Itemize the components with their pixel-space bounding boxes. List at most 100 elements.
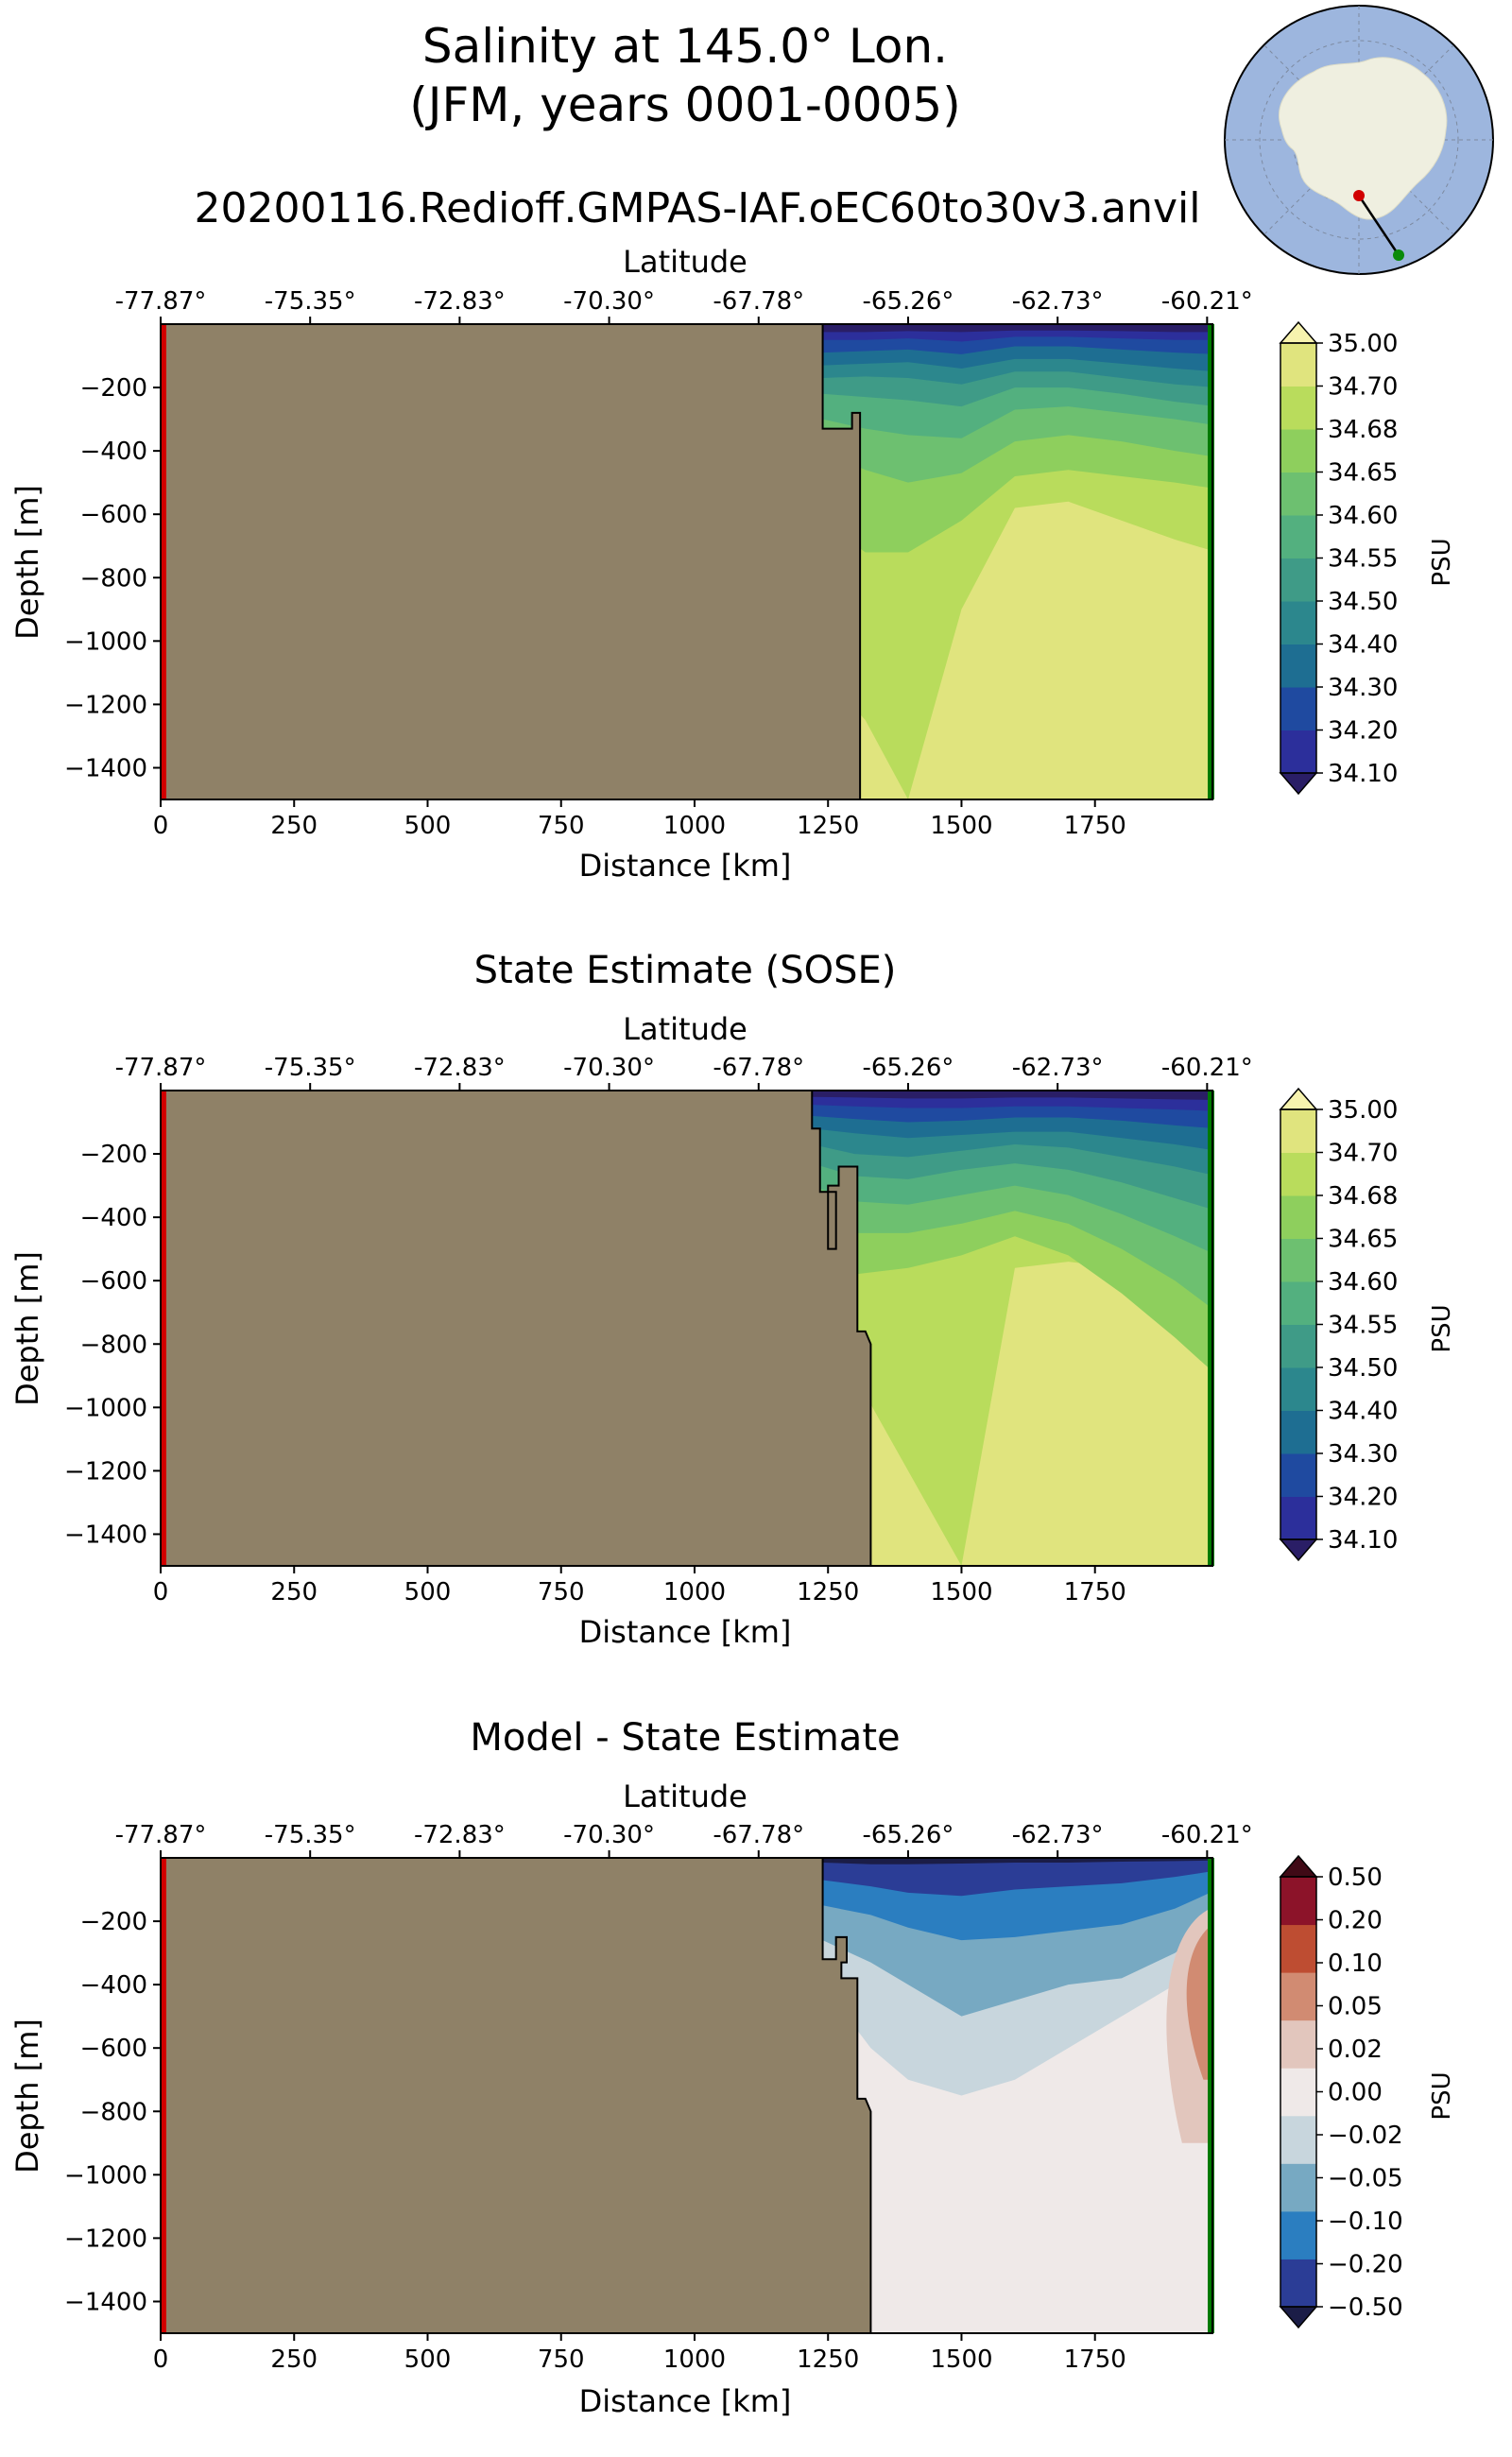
- x-tick-label: 1500: [930, 812, 992, 840]
- lat-tick-label: -75.35°: [265, 287, 356, 316]
- section-line: [1357, 195, 1400, 256]
- y-tick-label: −400: [80, 1204, 147, 1232]
- y-axis-label: Depth [m]: [9, 2019, 45, 2174]
- y-tick-label: −1000: [64, 627, 147, 656]
- colorbar-segment: [1280, 730, 1316, 774]
- lat-tick-label: -67.78°: [713, 1821, 804, 1849]
- colorbar-tick-label: 0.50: [1328, 1864, 1383, 1892]
- colorbar-tick-label: 34.30: [1328, 1440, 1398, 1469]
- x-tick-label: 250: [270, 2345, 318, 2374]
- colorbar-segment: [1280, 343, 1316, 387]
- colorbar-segment: [1280, 1195, 1316, 1239]
- lat-tick-label: -60.21°: [1161, 1054, 1253, 1082]
- colorbar-tick-label: 34.65: [1328, 1226, 1398, 1254]
- panel-sose: State Estimate (SOSE) Latitude 0 250 500 75…: [9, 949, 1456, 1650]
- x-axis-label: Distance [km]: [579, 848, 792, 884]
- plot-frame: [160, 1090, 1213, 1567]
- x-tick-label: 1750: [1064, 812, 1126, 840]
- colorbar-tick-label: 0.10: [1328, 1950, 1383, 1978]
- colorbar-segment: [1280, 1324, 1316, 1368]
- colorbar-tick-label: 34.50: [1328, 588, 1398, 616]
- x-tick-label: 500: [404, 812, 452, 840]
- figure-title-line2: (JFM, years 0001-0005): [409, 77, 960, 132]
- colorbar-tick-label: 0.20: [1328, 1907, 1383, 1935]
- x-tick-label: 1000: [663, 1578, 726, 1606]
- x-tick-label: 1250: [797, 2345, 859, 2374]
- y-tick-label: −800: [80, 2098, 147, 2126]
- x-axis-label: Distance [km]: [579, 1614, 792, 1650]
- colorbar-tick-label: 35.00: [1328, 330, 1398, 358]
- x-tick-label: 0: [153, 2345, 169, 2374]
- colorbar-tick-label: 0.02: [1328, 2036, 1383, 2064]
- colorbar-tick-label: 35.00: [1328, 1096, 1398, 1125]
- x-tick-label: 250: [270, 812, 318, 840]
- y-tick-label: −200: [80, 1141, 147, 1169]
- section-end-marker: [1393, 249, 1404, 261]
- x-tick-label: 500: [404, 2345, 452, 2374]
- y-tick-label: −400: [80, 1971, 147, 2000]
- lat-tick-label: -62.73°: [1012, 1054, 1104, 1082]
- colorbar-segment: [1280, 1410, 1316, 1454]
- colorbar-min-extension: [1279, 1538, 1318, 1562]
- lat-tick-label: -60.21°: [1161, 1821, 1253, 1849]
- lat-tick-label: -65.26°: [863, 287, 954, 316]
- colorbar: 34.10 34.20 34.30 34.40 34.50 34.55 34.60 34.65…: [1279, 320, 1398, 796]
- section-start-line: [160, 1091, 166, 1566]
- land-mask: [161, 1858, 872, 2333]
- positive-anomaly-band: [1186, 1924, 1212, 2080]
- colorbar-tick-label: 34.68: [1328, 1182, 1398, 1211]
- lat-tick-label: -67.78°: [713, 287, 804, 316]
- contour-band: [784, 1858, 1212, 1864]
- panel-title-text: Model - State Estimate: [470, 1716, 900, 1760]
- colorbar-min-extension: [1279, 2306, 1318, 2329]
- lat-tick-label: -72.83°: [414, 1054, 506, 1082]
- y-tick-label: −1000: [64, 1394, 147, 1422]
- inset-map-antarctica: [1279, 57, 1448, 220]
- contour-field: [161, 1858, 1212, 2333]
- x-tick-label: 1500: [930, 1578, 992, 1606]
- top-axis-label: Latitude: [623, 244, 747, 280]
- y-tick-label: −800: [80, 564, 147, 593]
- colorbar-label: PSU: [1428, 2071, 1456, 2120]
- y-tick-label: −400: [80, 438, 147, 466]
- colorbar-label: PSU: [1428, 538, 1456, 586]
- colorbar-tick-label: 34.50: [1328, 1354, 1398, 1383]
- x-tick-label: 1250: [797, 1578, 859, 1606]
- lat-tick-label: -70.30°: [563, 1821, 655, 1849]
- section-end-line: [1208, 1091, 1214, 1566]
- y-axis-label: Depth [m]: [9, 1251, 45, 1406]
- colorbar-tick-label: −0.02: [1328, 2122, 1403, 2150]
- panel-title-text: State Estimate (SOSE): [474, 949, 897, 992]
- colorbar-tick-label: 34.55: [1328, 545, 1398, 574]
- colorbar-segment: [1280, 386, 1316, 430]
- colorbar-segment: [1280, 1367, 1316, 1411]
- colorbar-max-extension: [1279, 1087, 1318, 1110]
- colorbar-tick-label: 34.60: [1328, 1268, 1398, 1297]
- colorbar-tick-label: 34.70: [1328, 1140, 1398, 1168]
- panel-difference: Model - State Estimate Latitude 0 250 500 7…: [9, 1716, 1456, 2419]
- lat-tick-label: -65.26°: [863, 1821, 954, 1849]
- y-tick-label: −1200: [64, 2225, 147, 2253]
- colorbar-segment: [1280, 1924, 1316, 1973]
- colorbar-segment: [1280, 472, 1316, 516]
- colorbar-tick-label: 34.20: [1328, 717, 1398, 746]
- top-axis-label: Latitude: [623, 1778, 747, 1814]
- lat-tick-label: -67.78°: [713, 1054, 804, 1082]
- y-tick-label: −600: [80, 501, 147, 529]
- y-tick-label: −1400: [64, 754, 147, 782]
- plot-frame: [160, 1857, 1213, 2334]
- colorbar-segment: [1280, 2115, 1316, 2164]
- colorbar-max-extension: [1279, 1854, 1318, 1878]
- x-axis-label: Distance [km]: [579, 2383, 792, 2419]
- lat-tick-label: -77.87°: [115, 1821, 207, 1849]
- x-tick-label: 1750: [1064, 1578, 1126, 1606]
- colorbar-tick-label: 34.65: [1328, 459, 1398, 488]
- colorbar-segment: [1280, 1496, 1316, 1540]
- x-tick-label: 0: [153, 812, 169, 840]
- colorbar-tick-label: 0.00: [1328, 2079, 1383, 2107]
- y-tick-label: −800: [80, 1331, 147, 1359]
- colorbar-tick-label: −0.05: [1328, 2165, 1403, 2193]
- y-tick-label: −1000: [64, 2161, 147, 2190]
- x-tick-label: 1000: [663, 2345, 726, 2374]
